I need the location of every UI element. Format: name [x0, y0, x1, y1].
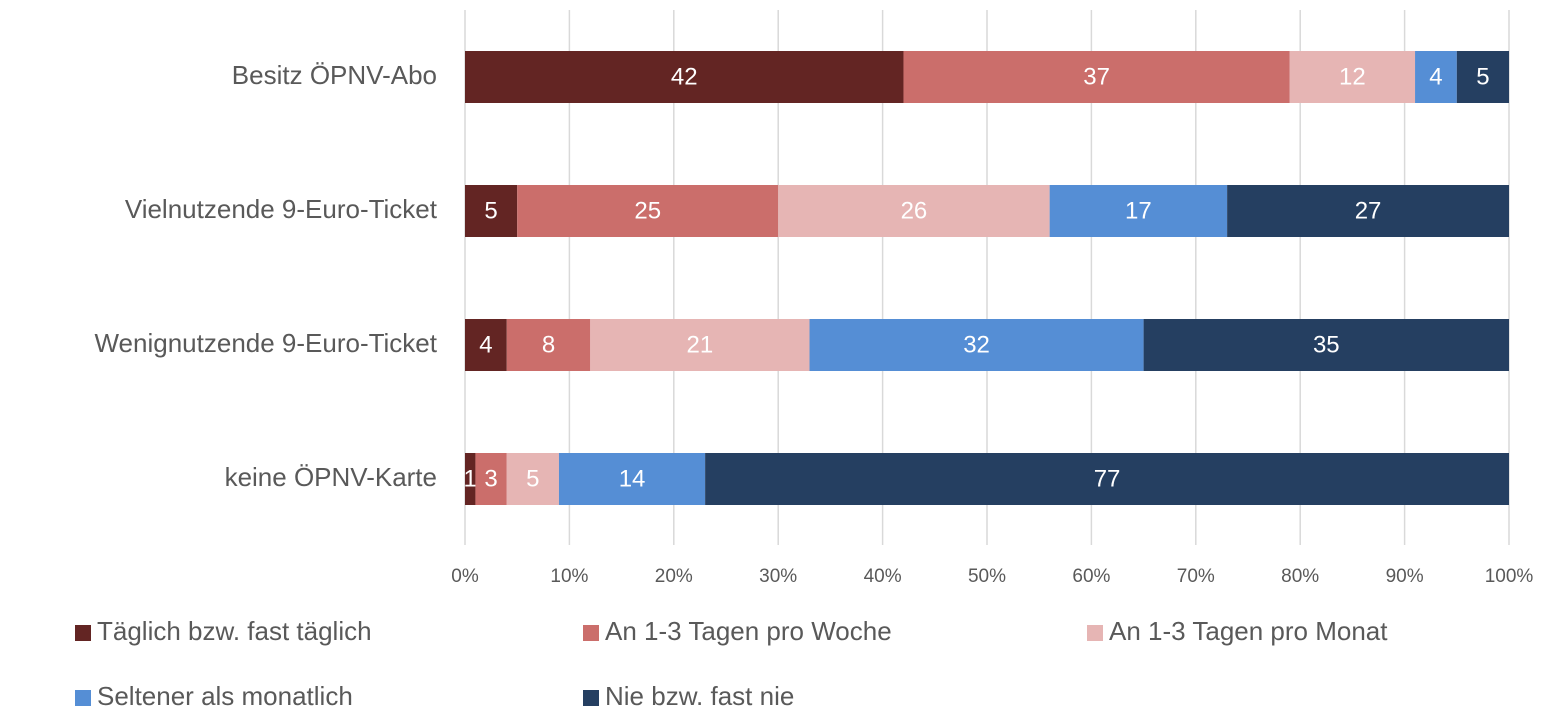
bar-segment: [1143, 319, 1509, 371]
data-label: 25: [634, 197, 661, 224]
bar-segment: [517, 185, 779, 237]
legend-label: Seltener als monatlich: [97, 681, 353, 711]
category-label: Vielnutzende 9-Euro-Ticket: [125, 194, 438, 224]
legend-label: An 1-3 Tagen pro Monat: [1109, 616, 1388, 646]
x-tick-label: 0%: [451, 566, 479, 587]
bar-segment: [506, 453, 559, 505]
data-label: 21: [687, 331, 714, 358]
bar-segment: [475, 453, 507, 505]
bar-segment: [465, 453, 476, 505]
legend-label: Täglich bzw. fast täglich: [97, 616, 372, 646]
data-label: 26: [901, 197, 928, 224]
data-label: 27: [1355, 197, 1382, 224]
data-label: 37: [1083, 63, 1110, 90]
bar-segment: [465, 185, 518, 237]
legend-swatch: [75, 625, 91, 641]
data-label: 8: [542, 331, 555, 358]
legend-swatch: [75, 690, 91, 706]
category-label: keine ÖPNV-Karte: [225, 462, 437, 492]
data-label: 14: [619, 465, 646, 492]
x-tick-label: 60%: [1072, 566, 1110, 587]
legend-swatch: [583, 690, 599, 706]
bar-segment: [903, 51, 1290, 103]
x-tick-label: 40%: [864, 566, 902, 587]
data-label: 5: [526, 465, 539, 492]
x-tick-label: 80%: [1281, 566, 1319, 587]
bar-segment: [465, 319, 507, 371]
bar-segment: [1049, 185, 1228, 237]
bar-segment: [705, 453, 1509, 505]
x-tick-label: 10%: [550, 566, 588, 587]
legend-label: Nie bzw. fast nie: [605, 681, 794, 711]
data-label: 3: [484, 465, 497, 492]
data-label: 5: [484, 197, 497, 224]
bar-segment: [506, 319, 591, 371]
x-tick-label: 50%: [968, 566, 1006, 587]
x-tick-label: 100%: [1485, 566, 1534, 587]
x-tick-label: 90%: [1386, 566, 1424, 587]
data-label: 77: [1094, 465, 1121, 492]
data-label: 32: [963, 331, 990, 358]
legend-swatch: [583, 625, 599, 641]
bar-segment: [558, 453, 706, 505]
bar-segment: [1227, 185, 1509, 237]
bar-segment: [590, 319, 810, 371]
bar-segment: [1456, 51, 1509, 103]
data-label: 4: [479, 331, 492, 358]
legend-swatch: [1087, 625, 1103, 641]
data-label: 1: [464, 465, 477, 492]
x-tick-label: 70%: [1177, 566, 1215, 587]
data-label: 5: [1476, 63, 1489, 90]
x-tick-label: 30%: [759, 566, 797, 587]
bar-segment: [1289, 51, 1416, 103]
data-label: 12: [1339, 63, 1366, 90]
bar-segment: [1415, 51, 1457, 103]
bar-segment: [809, 319, 1144, 371]
x-tick-label: 20%: [655, 566, 693, 587]
data-label: 4: [1429, 63, 1442, 90]
data-label: 35: [1313, 331, 1340, 358]
data-label: 42: [671, 63, 698, 90]
category-label: Besitz ÖPNV-Abo: [232, 60, 437, 90]
category-label: Wenignutzende 9-Euro-Ticket: [94, 328, 437, 358]
legend-label: An 1-3 Tagen pro Woche: [605, 616, 892, 646]
bar-segment: [465, 51, 904, 103]
data-label: 17: [1125, 197, 1152, 224]
bar-segment: [778, 185, 1050, 237]
